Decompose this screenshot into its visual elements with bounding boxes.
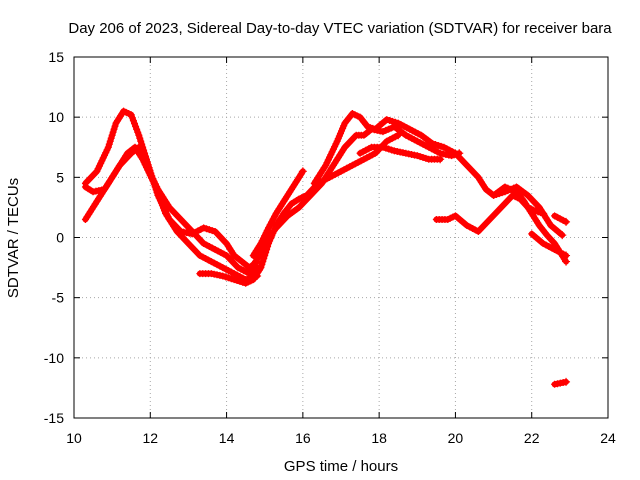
series-point-track-12 [562, 217, 571, 226]
series-point-track-1 [136, 134, 144, 142]
series-point-track-1 [135, 131, 143, 139]
series-point-track-1 [109, 128, 117, 136]
y-axis-label: SDTVAR / TECUs [5, 178, 22, 298]
series-point-track-1 [110, 125, 118, 133]
x-tick-label: 14 [219, 430, 235, 446]
x-tick-label: 24 [600, 430, 616, 446]
series-point-track-1 [106, 137, 114, 145]
y-tick-label: -10 [44, 350, 64, 366]
series-point-track-4 [261, 252, 269, 260]
y-tick-label: -5 [52, 290, 65, 306]
y-tick-label: 5 [56, 169, 64, 185]
series-line-track-6 [246, 123, 463, 275]
series-point-track-1 [105, 140, 113, 148]
series-line-track-1 [82, 108, 261, 271]
axes: 10 12 14 16 18 20 22 24 -15 -10 -5 0 5 10 15 [44, 49, 616, 446]
y-tick-label: -15 [44, 410, 64, 426]
series-point-track-7 [558, 231, 567, 240]
series-point-track-4 [258, 261, 266, 269]
series-point-track-10 [562, 251, 571, 260]
x-axis-label: GPS time / hours [284, 458, 398, 475]
x-tick-label: 16 [295, 430, 311, 446]
x-tick-label: 22 [524, 430, 540, 446]
x-tick-label: 20 [448, 430, 464, 446]
series-point-track-1 [111, 122, 119, 130]
x-tick-label: 18 [371, 430, 387, 446]
series-point-track-5 [298, 167, 307, 176]
series-point-track-11 [539, 209, 548, 218]
series-point-track-1 [137, 137, 145, 145]
series-point-track-1 [107, 134, 115, 142]
y-tick-label: 15 [48, 49, 64, 65]
x-tick-label: 10 [66, 430, 82, 446]
series-point-track-8 [436, 155, 445, 164]
plot-area [81, 107, 571, 388]
series-point-track-4 [260, 255, 268, 263]
series-point-track-1 [104, 143, 112, 151]
series-point-track-4 [257, 264, 265, 272]
x-tick-label: 12 [142, 430, 158, 446]
y-tick-label: 0 [56, 230, 64, 246]
grid [74, 57, 608, 418]
series-point-track-4 [259, 258, 267, 266]
series-point-track-1 [108, 131, 116, 139]
y-tick-label: 10 [48, 109, 64, 125]
chart-title: Day 206 of 2023, Sidereal Day-to-day VTE… [68, 20, 612, 37]
series-point-track-13 [562, 377, 571, 386]
